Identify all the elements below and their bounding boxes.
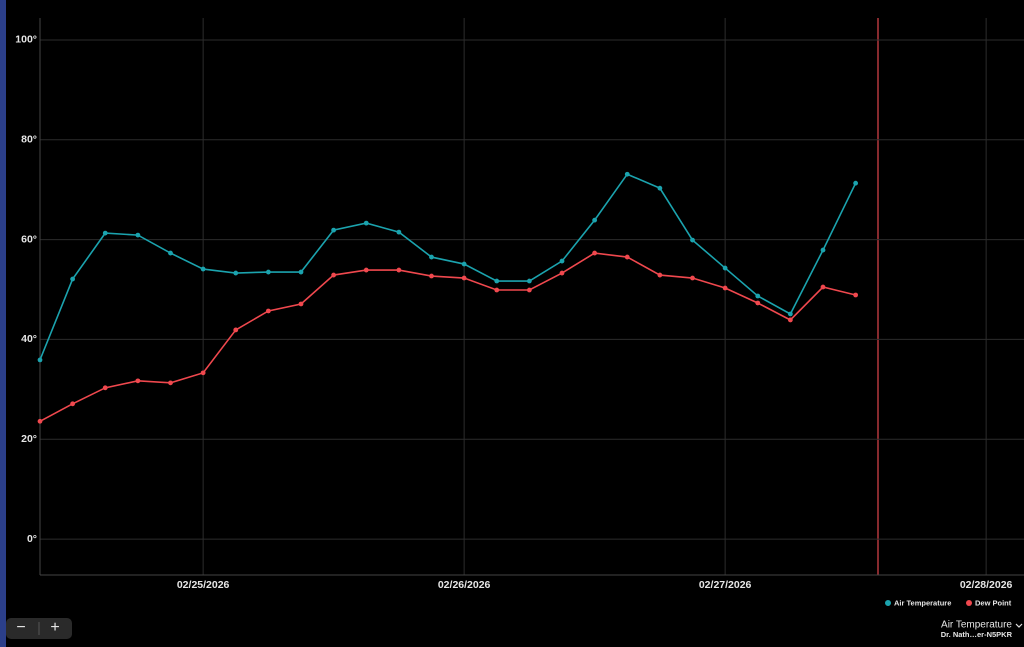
data-point xyxy=(429,254,434,260)
data-point xyxy=(559,258,565,264)
zoom-out-button[interactable]: − xyxy=(16,619,25,636)
data-point xyxy=(37,418,43,424)
data-point xyxy=(298,301,304,307)
data-point xyxy=(853,180,859,186)
data-point xyxy=(233,270,239,276)
y-tick-label: 0° xyxy=(27,533,37,545)
zoom-in-button[interactable]: + xyxy=(50,619,59,636)
legend-swatch xyxy=(885,600,891,606)
data-point xyxy=(526,287,532,293)
y-tick-label: 100° xyxy=(15,34,37,46)
data-point xyxy=(787,317,793,323)
data-point xyxy=(820,284,826,290)
y-tick-label: 40° xyxy=(21,333,37,345)
data-point xyxy=(690,275,695,281)
data-point xyxy=(168,250,173,256)
data-point xyxy=(265,269,271,275)
data-point xyxy=(461,275,467,281)
y-tick-label: 60° xyxy=(21,233,37,245)
data-point xyxy=(102,230,108,236)
data-point xyxy=(559,270,565,276)
series-line xyxy=(39,173,857,361)
data-point xyxy=(722,285,728,291)
series-line xyxy=(39,252,856,422)
data-point xyxy=(298,269,304,275)
data-point xyxy=(102,385,108,391)
data-point xyxy=(657,272,663,278)
side-strip xyxy=(0,0,6,647)
data-point xyxy=(820,247,826,253)
legend-swatch xyxy=(966,600,972,606)
data-point xyxy=(265,308,271,314)
data-point xyxy=(494,287,500,293)
data-point xyxy=(429,273,434,279)
y-tick-label: 80° xyxy=(21,134,37,146)
data-point xyxy=(690,237,695,243)
data-point xyxy=(396,267,402,273)
data-point xyxy=(461,261,467,267)
data-point xyxy=(331,272,337,278)
data-point xyxy=(200,370,206,376)
data-point xyxy=(363,220,369,226)
data-point xyxy=(331,227,337,233)
data-point xyxy=(494,278,500,284)
selector-chevron[interactable] xyxy=(1015,623,1023,628)
data-point xyxy=(135,378,141,384)
data-point xyxy=(200,266,206,272)
data-point xyxy=(755,293,761,299)
data-point xyxy=(363,267,369,273)
data-point xyxy=(135,232,141,238)
legend-label: Air Temperature xyxy=(894,598,951,607)
data-point xyxy=(168,380,173,386)
x-tick-label: 02/25/2026 xyxy=(177,579,230,591)
x-tick-label: 02/27/2026 xyxy=(699,579,752,591)
data-point xyxy=(853,292,859,298)
data-point xyxy=(592,250,598,256)
data-point xyxy=(37,357,43,363)
x-tick-label: 02/28/2026 xyxy=(960,579,1013,591)
data-point xyxy=(787,311,793,317)
data-point xyxy=(624,171,630,177)
data-point xyxy=(592,217,598,223)
data-point xyxy=(70,401,76,407)
data-point xyxy=(70,276,76,282)
data-point xyxy=(526,278,532,284)
data-point xyxy=(233,327,239,333)
data-point xyxy=(755,300,761,306)
data-point xyxy=(722,265,728,271)
selector-label[interactable]: Air Temperature xyxy=(941,620,1012,631)
data-point xyxy=(396,229,402,235)
selector-sublabel[interactable]: Dr. Nath…er-N5PKR xyxy=(941,630,1013,639)
data-point xyxy=(624,254,630,260)
legend-label: Dew Point xyxy=(975,598,1012,607)
x-tick-label: 02/26/2026 xyxy=(438,579,491,591)
y-tick-label: 20° xyxy=(21,433,37,445)
data-point xyxy=(657,185,663,191)
